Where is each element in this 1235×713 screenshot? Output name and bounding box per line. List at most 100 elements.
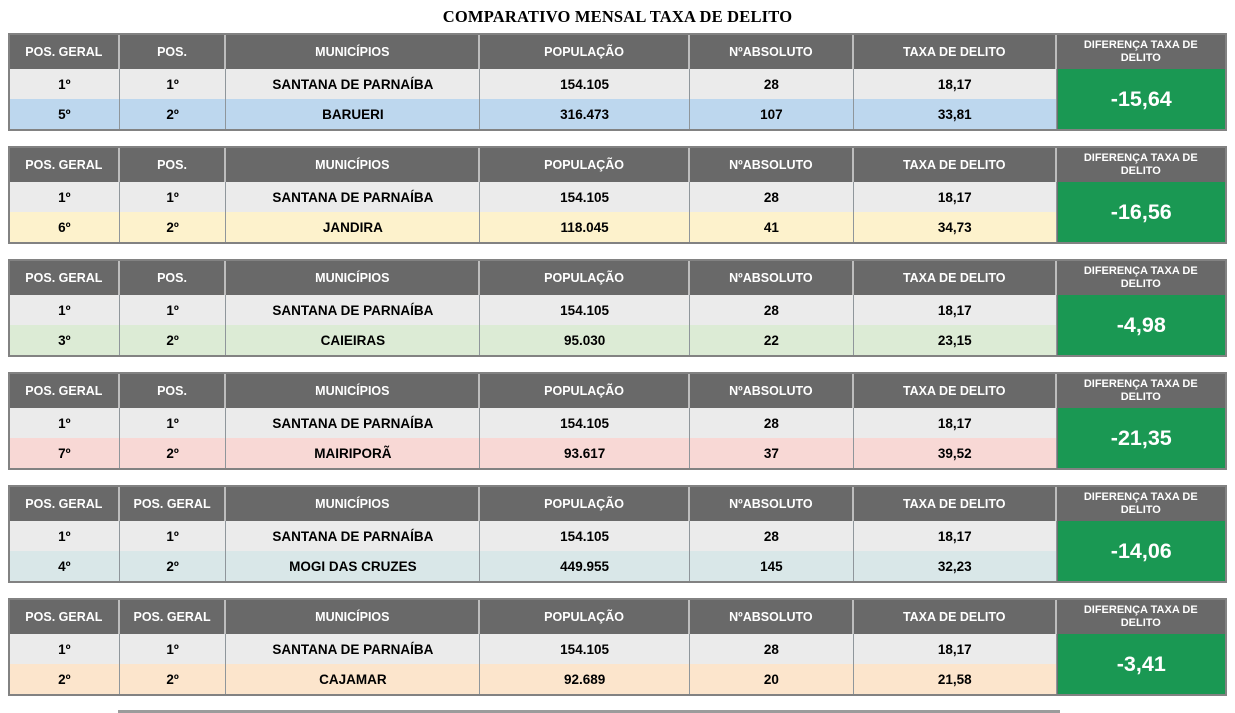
cell-populacao: 154.105 [480,408,690,438]
cell-taxa: 32,23 [853,551,1057,581]
col-header-populacao: POPULAÇÃO [480,35,690,69]
cell-taxa: 18,17 [853,182,1057,212]
cell-populacao: 92.689 [480,664,690,694]
col-header-municipios: MUNICÍPIOS [226,148,481,182]
cell-populacao: 154.105 [480,295,690,325]
cell-populacao: 154.105 [480,182,690,212]
col-header-municipios: MUNICÍPIOS [226,35,481,69]
col-header-taxa: TAXA DE DELITO [853,487,1057,521]
cell-pos: 1º [119,69,227,99]
col-header-absoluto: NºABSOLUTO [689,374,854,408]
cell-municipio: SANTANA DE PARNAÍBA [226,634,481,664]
diferenca-value: -15,64 [1056,69,1225,129]
col-header-pos: POS. [119,261,227,295]
cell-municipio: SANTANA DE PARNAÍBA [226,295,481,325]
diferenca-value: -21,35 [1056,408,1225,468]
cell-pos-geral: 1º [10,408,120,438]
cell-absoluto: 28 [689,408,854,438]
cell-populacao: 316.473 [480,99,690,129]
cell-pos: 2º [119,212,227,242]
cell-municipio: JANDIRA [226,212,481,242]
cell-municipio: CAJAMAR [226,664,481,694]
col-header-pos: POS. [119,35,227,69]
cell-taxa: 23,15 [853,325,1057,355]
cell-municipio: SANTANA DE PARNAÍBA [226,521,481,551]
cell-absoluto: 28 [689,182,854,212]
col-header-absoluto: NºABSOLUTO [689,148,854,182]
cell-absoluto: 20 [689,664,854,694]
cell-pos-geral: 6º [10,212,120,242]
cell-taxa: 39,52 [853,438,1057,468]
cell-municipio: BARUERI [226,99,481,129]
col-header-taxa: TAXA DE DELITO [853,35,1057,69]
col-header-municipios: MUNICÍPIOS [226,261,481,295]
col-header-pos: POS. [119,148,227,182]
comparison-table-barueri: POS. GERAL POS. MUNICÍPIOS POPULAÇÃO NºA… [8,33,1227,131]
cell-taxa: 18,17 [853,69,1057,99]
col-header-populacao: POPULAÇÃO [480,487,690,521]
col-header-populacao: POPULAÇÃO [480,148,690,182]
cell-taxa: 21,58 [853,664,1057,694]
col-header-pos: POS. GERAL [119,487,227,521]
col-header-pos-geral: POS. GERAL [10,261,120,295]
cell-pos-geral: 3º [10,325,120,355]
cell-pos-geral: 1º [10,295,120,325]
col-header-populacao: POPULAÇÃO [480,374,690,408]
cell-taxa: 18,17 [853,521,1057,551]
col-header-municipios: MUNICÍPIOS [226,374,481,408]
cell-absoluto: 28 [689,634,854,664]
col-header-diferenca: DIFERENÇA TAXA DE DELITO [1056,600,1225,634]
cell-populacao: 154.105 [480,521,690,551]
cell-pos-geral: 7º [10,438,120,468]
page-title: COMPARATIVO MENSAL TAXA DE DELITO [442,7,793,26]
col-header-absoluto: NºABSOLUTO [689,487,854,521]
col-header-pos-geral: POS. GERAL [10,487,120,521]
cell-pos: 2º [119,325,227,355]
cell-absoluto: 41 [689,212,854,242]
cell-pos-geral: 1º [10,634,120,664]
col-header-municipios: MUNICÍPIOS [226,487,481,521]
cell-pos: 1º [119,182,227,212]
cell-absoluto: 28 [689,69,854,99]
cell-municipio: MOGI DAS CRUZES [226,551,481,581]
col-header-pos: POS. [119,374,227,408]
col-header-pos-geral: POS. GERAL [10,148,120,182]
cell-populacao: 154.105 [480,634,690,664]
cell-taxa: 18,17 [853,408,1057,438]
comparison-table-caieiras: POS. GERAL POS. MUNICÍPIOS POPULAÇÃO NºA… [8,259,1227,357]
comparison-table-cajamar: POS. GERAL POS. GERAL MUNICÍPIOS POPULAÇ… [8,598,1227,696]
partial-next-table-edge [118,710,1060,713]
cell-taxa: 18,17 [853,634,1057,664]
cell-pos: 2º [119,99,227,129]
diferenca-value: -4,98 [1056,295,1225,355]
cell-pos: 1º [119,521,227,551]
cell-populacao: 95.030 [480,325,690,355]
comparison-table-mogi-das-cruzes: POS. GERAL POS. GERAL MUNICÍPIOS POPULAÇ… [8,485,1227,583]
cell-pos-geral: 1º [10,69,120,99]
cell-pos-geral: 1º [10,521,120,551]
comparison-table-jandira: POS. GERAL POS. MUNICÍPIOS POPULAÇÃO NºA… [8,146,1227,244]
cell-taxa: 34,73 [853,212,1057,242]
cell-populacao: 449.955 [480,551,690,581]
diferenca-value: -14,06 [1056,521,1225,581]
col-header-pos-geral: POS. GERAL [10,600,120,634]
diferenca-value: -3,41 [1056,634,1225,694]
cell-pos-geral: 5º [10,99,120,129]
cell-pos: 2º [119,664,227,694]
cell-absoluto: 28 [689,295,854,325]
col-header-populacao: POPULAÇÃO [480,261,690,295]
cell-absoluto: 145 [689,551,854,581]
cell-municipio: MAIRIPORÃ [226,438,481,468]
col-header-taxa: TAXA DE DELITO [853,600,1057,634]
col-header-diferenca: DIFERENÇA TAXA DE DELITO [1056,487,1225,521]
cell-pos: 1º [119,634,227,664]
cell-populacao: 118.045 [480,212,690,242]
col-header-diferenca: DIFERENÇA TAXA DE DELITO [1056,148,1225,182]
cell-pos-geral: 2º [10,664,120,694]
cell-municipio: CAIEIRAS [226,325,481,355]
cell-municipio: SANTANA DE PARNAÍBA [226,69,481,99]
col-header-pos-geral: POS. GERAL [10,374,120,408]
col-header-diferenca: DIFERENÇA TAXA DE DELITO [1056,374,1225,408]
col-header-municipios: MUNICÍPIOS [226,600,481,634]
